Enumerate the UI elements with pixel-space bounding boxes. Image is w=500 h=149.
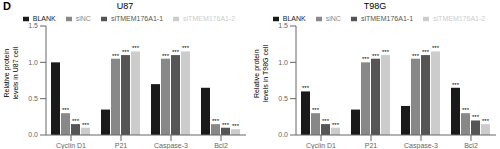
svg-text:P21: P21 [115, 142, 128, 149]
html-text:Relative protein levels in U87: Relative protein levels in U87 cell [3, 47, 19, 100]
svg-text:0.5: 0.5 [278, 95, 288, 102]
html-text:siTMEM176A1-2: siTMEM176A1-2 [183, 15, 236, 22]
svg-text:***: *** [232, 123, 240, 129]
html-text:BLANK: BLANK [282, 15, 306, 22]
svg-text:***: *** [182, 45, 190, 51]
svg-text:1.0: 1.0 [28, 59, 38, 66]
svg-text:0.0: 0.0 [28, 131, 38, 138]
svg-text:***: *** [62, 107, 70, 113]
svg-text:***: *** [212, 118, 220, 124]
svg-text:1.5: 1.5 [278, 22, 288, 29]
svg-text:***: *** [72, 118, 80, 124]
svg-text:***: *** [332, 122, 340, 128]
svg-text:Bcl2: Bcl2 [214, 142, 228, 149]
svg-text:1.0: 1.0 [278, 59, 288, 66]
svg-text:Bcl2: Bcl2 [464, 142, 478, 149]
svg-text:***: *** [132, 45, 140, 51]
html-text:siTMEM176A1-1: siTMEM176A1-1 [110, 15, 164, 22]
svg-text:Caspase-3: Caspase-3 [154, 142, 188, 149]
html-text:T98G: T98G [363, 1, 387, 11]
svg-text:***: *** [412, 53, 420, 59]
svg-text:***: *** [482, 118, 490, 124]
svg-text:***: *** [322, 118, 330, 124]
svg-text:***: *** [82, 122, 90, 128]
svg-text:***: *** [422, 49, 430, 55]
svg-text:***: *** [302, 85, 310, 91]
svg-text:1.5: 1.5 [28, 22, 38, 29]
svg-text:***: *** [162, 53, 170, 59]
svg-text:0.5: 0.5 [28, 95, 38, 102]
svg-text:***: *** [472, 114, 480, 120]
svg-text:0.0: 0.0 [278, 131, 288, 138]
svg-text:Cyclin D1: Cyclin D1 [306, 142, 336, 149]
svg-text:***: *** [362, 56, 370, 62]
svg-text:***: *** [462, 107, 470, 113]
svg-text:***: *** [222, 122, 230, 128]
svg-text:***: *** [382, 49, 390, 55]
svg-text:***: *** [312, 107, 320, 113]
svg-text:***: *** [372, 53, 380, 59]
svg-text:***: *** [122, 49, 130, 55]
svg-text:Caspase-3: Caspase-3 [404, 142, 438, 149]
svg-text:Cyclin D1: Cyclin D1 [56, 142, 86, 149]
html-text:siNC: siNC [75, 15, 91, 22]
html-text:siNC: siNC [325, 15, 341, 22]
html-text:D: D [3, 0, 11, 12]
html-text:siTMEM176A1-2: siTMEM176A1-2 [433, 15, 486, 22]
html-text:Relative protein levels in T98: Relative protein levels in T98G cell [253, 45, 269, 102]
html-text:siTMEM176A1-1: siTMEM176A1-1 [360, 15, 414, 22]
svg-text:P21: P21 [365, 142, 378, 149]
svg-text:***: *** [432, 45, 440, 51]
svg-text:***: *** [112, 53, 120, 59]
svg-text:***: *** [172, 49, 180, 55]
html-text:BLANK: BLANK [32, 15, 56, 22]
svg-text:***: *** [452, 82, 460, 88]
html-text:U87: U87 [116, 1, 134, 11]
